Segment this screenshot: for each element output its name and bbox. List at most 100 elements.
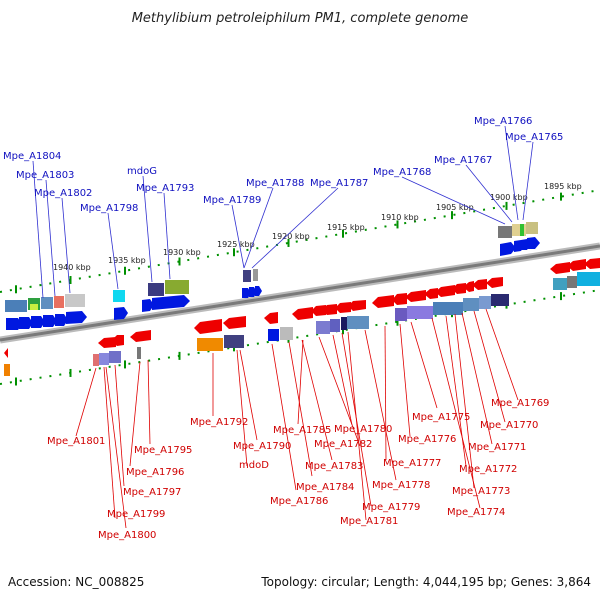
kbp-label: 1895 kbp [544,182,582,191]
gene-arrow [335,302,351,313]
gene-arrow [472,279,487,290]
gene-label: Mpe_A1798 [80,203,138,214]
gene-arrow [242,288,251,298]
gene-label: Mpe_A1801 [47,436,105,447]
gene-arrow [486,277,503,288]
label-connectors [32,125,534,299]
gene-arrow [463,281,474,292]
gene-label: Mpe_A1799 [107,509,165,520]
gene-label: Mpe_A1782 [314,439,372,450]
genome-info-text: Topology: circular; Length: 4,044,195 bp… [260,575,591,589]
kbp-label: 1900 kbp [490,193,528,202]
gene-label: mdoG [127,166,157,177]
gene-arrow [19,317,33,329]
gene-arrow [223,316,246,329]
kbp-label: 1905 kbp [436,203,474,212]
gene-arrow [114,307,128,320]
gene-label: Mpe_A1796 [126,467,184,478]
gene-arrow [31,316,45,328]
gene-label: Mpe_A1800 [98,530,156,541]
gene-label: Mpe_A1795 [134,445,192,456]
kbp-label: 1930 kbp [163,248,201,257]
gene-label: Mpe_A1779 [362,502,420,513]
gene-label: Mpe_A1774 [447,507,505,518]
gene-label: Mpe_A1789 [203,195,261,206]
gene-label: Mpe_A1771 [468,442,526,453]
map-title: Methylibium petroleiphilum PM1, complete… [132,11,469,26]
kbp-label: 1940 kbp [53,263,91,272]
gene-arrow [194,319,222,334]
gene-label: Mpe_A1772 [459,464,517,475]
gene-arrow [348,300,366,311]
gene-arrow [567,259,586,271]
gene-label: Mpe_A1785 [273,425,331,436]
kbp-label: 1910 kbp [381,213,419,222]
gene-arrow [550,262,570,274]
gene-label: Mpe_A1788 [246,178,304,189]
gene-label: Mpe_A1770 [480,420,538,431]
gene-arrow [264,312,278,324]
gene-label: mdoD [239,460,269,471]
gene-arrow [452,283,466,294]
gene-arrow [66,311,87,324]
accession-text: Accession: NC_008825 [8,575,144,589]
gene-arrow [392,293,407,305]
gene-arrow [372,295,394,308]
gene-arrow [527,237,540,249]
genome-backbone [0,242,600,344]
kbp-label: 1935 kbp [108,256,146,265]
gene-label: Mpe_A1766 [474,116,532,127]
bottom-gene-labels: Mpe_A1769 Mpe_A1770 Mpe_A1771 Mpe_A1772 … [47,398,549,541]
gene-arrow [405,290,426,302]
reverse-genes [4,258,600,358]
gene-label: Mpe_A1773 [452,486,510,497]
gene-arrow [142,299,154,312]
gene-label: Mpe_A1803 [16,170,74,181]
gene-arrow [424,288,438,299]
gene-label: Mpe_A1769 [491,398,549,409]
gene-label: Mpe_A1765 [505,132,563,143]
gene-arrow [322,304,337,315]
gene-arrow [292,307,313,320]
gene-label: Mpe_A1804 [3,151,61,162]
label-connectors-bottom [75,308,519,529]
function-blocks [4,222,600,376]
gene-arrow [4,348,8,358]
gene-arrow [311,305,326,316]
gene-label: Mpe_A1776 [398,434,456,445]
kbp-labels: 1895 kbp 1900 kbp 1905 kbp 1910 kbp 1915… [53,182,582,272]
gene-arrow [98,337,116,348]
gene-arrow [255,286,262,296]
gene-arrow [435,285,455,297]
gene-label: Mpe_A1797 [123,487,181,498]
gene-label: Mpe_A1780 [334,424,392,435]
gene-arrow [500,242,516,256]
gene-label: Mpe_A1767 [434,155,492,166]
gene-label: Mpe_A1790 [233,441,291,452]
gene-label: Mpe_A1792 [190,417,248,428]
top-gene-labels: Mpe_A1766 Mpe_A1765 Mpe_A1767 Mpe_A1768 … [3,116,563,214]
gene-label: Mpe_A1777 [383,458,441,469]
gene-arrow [6,318,22,330]
gene-label: Mpe_A1778 [372,480,430,491]
gene-label: Mpe_A1802 [34,188,92,199]
gene-arrow [55,314,68,326]
gene-label: Mpe_A1784 [296,482,354,493]
gene-arrow [111,335,124,346]
gene-block [268,329,279,341]
gene-label: Mpe_A1783 [305,461,363,472]
forward-genes [6,237,540,341]
kbp-label: 1920 kbp [272,232,310,241]
gene-label: Mpe_A1775 [412,412,470,423]
gene-label: Mpe_A1786 [270,496,328,507]
gene-arrow [43,315,57,327]
gene-label: Mpe_A1781 [340,516,398,527]
gene-label: Mpe_A1793 [136,183,194,194]
kbp-label: 1925 kbp [217,240,255,249]
gene-arrow [152,295,190,310]
gene-arrow [130,330,151,342]
gene-arrow [584,258,600,269]
gene-label: Mpe_A1787 [310,178,368,189]
gene-label: Mpe_A1768 [373,167,431,178]
